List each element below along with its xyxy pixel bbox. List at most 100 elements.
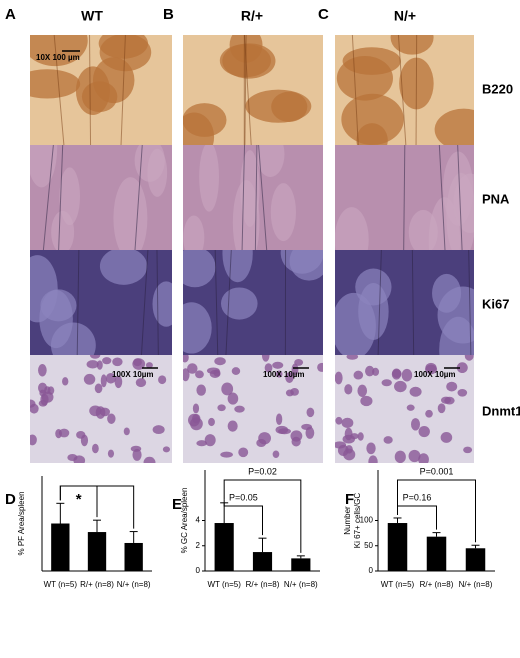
row-label: Dnmt1 (482, 403, 520, 418)
texture-blob (394, 381, 407, 392)
texture-blob (444, 397, 454, 405)
y-axis-label: Ki 67+ cells/GC (353, 493, 362, 549)
texture-blob (435, 109, 493, 151)
texture-blob (39, 400, 48, 407)
x-tick-label: N/+ (n=8) (284, 580, 318, 589)
texture-blob (47, 386, 54, 394)
texture-blob (171, 302, 211, 353)
texture-blob (232, 367, 241, 375)
panel-label: C (318, 6, 329, 23)
texture-blob (38, 364, 47, 376)
y-tick-label: 2 (196, 541, 201, 550)
texture-blob (271, 183, 296, 241)
y-tick-label: 50 (364, 541, 373, 550)
bar (125, 543, 143, 571)
texture-blob (409, 450, 421, 462)
texture-blob (59, 167, 80, 225)
row-label: PNA (482, 191, 510, 206)
micrographs (14, 15, 493, 468)
texture-blob (228, 420, 238, 431)
texture-blob (441, 432, 453, 443)
texture-blob (95, 384, 103, 394)
texture-blob (108, 450, 114, 458)
scale-label: 100X 10µm (112, 370, 154, 379)
bracket-label: P=0.16 (403, 492, 432, 502)
texture-blob (391, 21, 434, 55)
texture-blob (335, 372, 343, 385)
texture-blob (357, 385, 367, 397)
x-tick-label: WT (n=5) (381, 580, 415, 589)
texture-blob (292, 437, 301, 447)
texture-blob (354, 371, 364, 380)
texture-blob (220, 452, 233, 458)
texture-blob (395, 451, 406, 464)
texture-blob (158, 375, 166, 384)
texture-blob (344, 384, 352, 394)
texture-blob (92, 444, 99, 453)
row-label: B220 (482, 81, 513, 96)
column-header: R/+ (241, 8, 263, 24)
texture-blob (208, 418, 215, 426)
texture-blob (112, 358, 122, 367)
texture-blob (366, 442, 375, 454)
texture-blob (193, 403, 199, 413)
texture-blob (81, 435, 88, 447)
texture-blob (438, 403, 446, 413)
texture-blob (89, 405, 101, 416)
texture-blob (463, 447, 472, 453)
texture-blob (368, 455, 377, 468)
bar (291, 558, 310, 571)
x-tick-label: WT (n=5) (44, 580, 78, 589)
x-tick-label: N/+ (n=8) (459, 580, 493, 589)
texture-blob (446, 382, 457, 392)
texture-blob (358, 283, 388, 340)
x-tick-label: R/+ (n=8) (80, 580, 114, 589)
bar (215, 523, 234, 571)
bracket-label: P=0.02 (248, 466, 277, 476)
texture-blob (392, 369, 401, 380)
texture-blob (163, 446, 170, 452)
texture-blob (97, 360, 103, 369)
texture-blob (457, 389, 467, 397)
texture-blob (67, 454, 77, 461)
texture-blob (343, 449, 355, 461)
texture-blob (102, 357, 111, 364)
texture-blob (272, 362, 283, 369)
texture-blob (409, 210, 438, 254)
texture-blob (136, 378, 146, 387)
texture-blob (221, 287, 258, 319)
texture-blob (59, 429, 69, 438)
texture-blob (101, 374, 107, 387)
texture-blob (196, 440, 207, 446)
texture-blob (14, 69, 80, 98)
texture-blob (107, 414, 115, 424)
row-label: Ki67 (482, 296, 509, 311)
x-tick-label: R/+ (n=8) (246, 580, 280, 589)
bar (253, 552, 272, 571)
y-tick-label: 4 (196, 516, 201, 525)
y-tick-label: 0 (196, 566, 201, 575)
x-tick-label: WT (n=5) (207, 580, 241, 589)
bar (427, 537, 447, 571)
x-tick-label: N/+ (n=8) (117, 580, 151, 589)
texture-blob (276, 414, 282, 426)
texture-blob (273, 451, 280, 458)
texture-blob (419, 426, 430, 437)
bracket-label: P=0.001 (420, 466, 454, 476)
texture-blob (131, 446, 142, 452)
texture-blob (234, 406, 244, 413)
bracket-label: * (76, 491, 82, 508)
texture-blob (207, 367, 220, 374)
texture-blob (245, 90, 311, 123)
texture-blob (196, 384, 206, 395)
texture-blob (30, 404, 39, 414)
y-axis-label: % PF Area/spleen (17, 491, 26, 555)
texture-blob (113, 177, 147, 259)
texture-blob (382, 379, 392, 386)
texture-blob (217, 404, 225, 411)
bar (388, 523, 408, 571)
texture-blob (28, 434, 37, 445)
texture-blob (135, 139, 165, 182)
texture-blob (214, 357, 226, 365)
